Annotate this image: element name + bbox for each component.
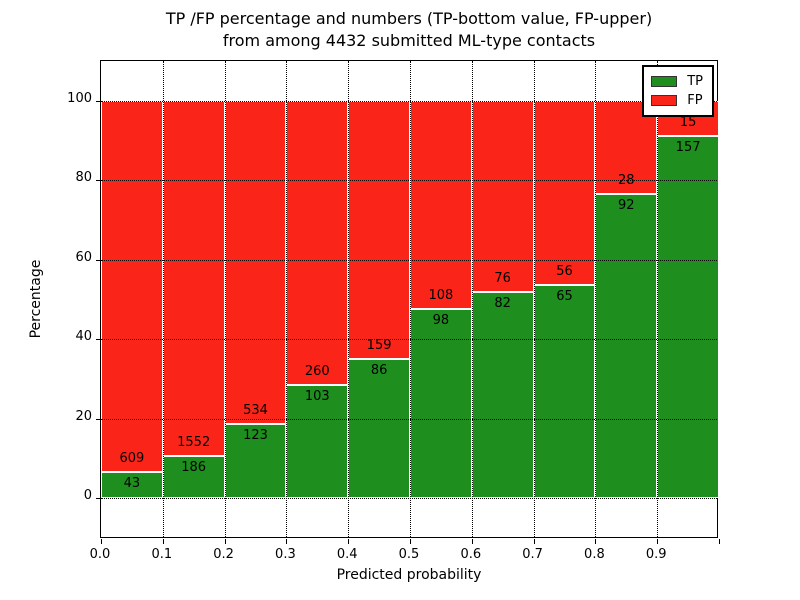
legend-row-fp: FP [651, 91, 703, 110]
y-tick-60 [96, 259, 101, 261]
x-tick-0 [101, 539, 102, 544]
bar-label-tp-2: 123 [243, 427, 268, 443]
y-tick-label-0: 0 [83, 488, 92, 503]
bar-tp-1 [162, 455, 225, 498]
legend-swatch-tp-icon [651, 76, 678, 87]
bar-label-fp-6: 76 [494, 270, 511, 286]
gridline-v-0.1 [162, 61, 164, 537]
gridline-h-40 [101, 339, 717, 341]
legend-label-tp: TP [687, 74, 703, 89]
bar-tp-0 [101, 471, 163, 498]
y-axis-label: Percentage [28, 259, 44, 339]
bar-tp-4 [348, 358, 410, 498]
x-tick-6 [471, 539, 473, 544]
bar-label-tp-7: 65 [556, 288, 573, 304]
x-tick-5 [410, 539, 411, 544]
x-tick-3 [286, 539, 288, 544]
x-tick-8 [595, 539, 597, 544]
y-tick-label-60: 60 [75, 249, 92, 265]
y-tick-20 [96, 418, 101, 420]
legend-label-fp: FP [687, 93, 703, 108]
bar-fp-1 [162, 101, 225, 456]
x-tick-label-0.7: 0.7 [522, 547, 543, 562]
gridline-h-80 [101, 180, 717, 182]
bar-label-tp-3: 103 [304, 389, 330, 405]
bar-tp-7 [533, 284, 596, 498]
chart-title-line1: TP /FP percentage and numbers (TP-bottom… [165, 9, 653, 28]
bar-tp-6 [471, 291, 534, 498]
x-tick-label-0.9: 0.9 [645, 547, 667, 562]
bar-label-fp-0: 609 [119, 450, 145, 466]
bar-label-tp-9: 157 [675, 139, 701, 155]
bar-tp-5 [410, 309, 472, 498]
gridline-h-0 [101, 498, 717, 499]
x-tick-7 [533, 539, 535, 544]
gridline-h-100 [101, 101, 717, 102]
bar-tp-3 [286, 385, 349, 498]
x-tick-4 [348, 539, 350, 544]
bar-fp-5 [410, 101, 472, 310]
bar-label-fp-3: 260 [304, 364, 330, 380]
y-tick-label-100: 100 [67, 91, 92, 106]
x-tick-label-0.2: 0.2 [213, 547, 234, 562]
plot-area: TP FP 609 43 1552 186 534 123 260 103 159 86 108 98… [96, 60, 720, 544]
gridline-v-0.2 [224, 61, 226, 537]
bar-fp-6 [471, 101, 534, 292]
bar-label-tp-1: 186 [181, 459, 207, 475]
bar-label-tp-6: 82 [494, 295, 511, 311]
legend-row-tp: TP [651, 72, 703, 91]
bar-label-fp-1: 1552 [177, 434, 211, 450]
gridline-h-20 [101, 418, 717, 420]
legend-swatch-fp-icon [651, 95, 678, 106]
bar-label-fp-7: 56 [556, 263, 573, 279]
y-tick-40 [96, 339, 101, 341]
y-tick-0 [96, 498, 101, 499]
bar-fp-2 [224, 101, 287, 424]
x-axis-label: Predicted probability [336, 567, 482, 583]
bar-label-tp-8: 92 [618, 197, 635, 213]
gridline-v-0.6 [471, 61, 473, 537]
gridline-v-0.9 [657, 61, 659, 537]
x-tick-9 [657, 539, 659, 544]
bar-fp-0 [101, 101, 163, 472]
bar-label-fp-2: 534 [243, 402, 268, 418]
x-tick-label-0.6: 0.6 [460, 547, 482, 562]
bar-fp-4 [348, 101, 410, 359]
x-tick-1 [162, 539, 164, 544]
legend: TP FP [642, 65, 714, 117]
y-tick-label-20: 20 [75, 408, 92, 424]
bar-label-fp-4: 159 [366, 337, 392, 353]
bar-fp-3 [286, 101, 349, 386]
bar-tp-9 [657, 135, 719, 498]
bar-label-fp-9: 15 [679, 114, 697, 130]
bar-label-tp-4: 86 [370, 362, 388, 378]
chart-title-line2: from among 4432 submitted ML-type contac… [222, 31, 596, 50]
x-tick-label-0.5: 0.5 [398, 547, 420, 562]
bar-label-tp-0: 43 [123, 475, 141, 491]
gridline-v-0.7 [533, 61, 535, 537]
x-tick-2 [224, 539, 226, 544]
gridline-v-0.5 [410, 61, 411, 537]
gridline-v-0.8 [595, 61, 597, 537]
y-tick-100 [96, 101, 101, 102]
bar-label-fp-8: 28 [618, 172, 635, 188]
y-tick-80 [96, 180, 101, 182]
bar-tp-8 [595, 193, 658, 498]
gridline-v-0.3 [286, 61, 288, 537]
chart-title: TP /FP percentage and numbers (TP-bottom… [100, 8, 718, 52]
bar-label-fp-5: 108 [428, 288, 454, 304]
x-tick-label-0.4: 0.4 [336, 547, 358, 562]
bar-fp-7 [533, 101, 596, 285]
bar-label-tp-5: 98 [432, 313, 450, 329]
gridline-h-60 [101, 259, 717, 261]
x-tick-label-0.1: 0.1 [151, 547, 173, 562]
x-tick-10 [719, 539, 720, 544]
gridline-v-0.4 [348, 61, 350, 537]
y-tick-label-40: 40 [75, 329, 92, 345]
x-tick-label-0.8: 0.8 [584, 547, 605, 562]
x-tick-label-0.3: 0.3 [275, 547, 296, 562]
y-tick-label-80: 80 [75, 170, 92, 186]
x-tick-label-0.0: 0.0 [89, 547, 111, 562]
